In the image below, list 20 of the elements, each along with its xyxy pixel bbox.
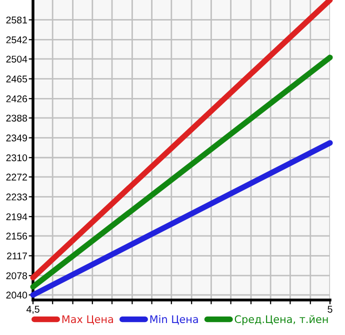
- y-tick-label: 2194: [6, 213, 28, 220]
- y-tick-label: 2040: [6, 292, 28, 299]
- y-tick-label: 2117: [7, 252, 27, 260]
- y-tick-label: 2310: [6, 154, 28, 162]
- legend-label: Min Цена: [150, 315, 198, 325]
- legend-label: Сред.Цена, т.йен: [234, 315, 328, 326]
- y-tick-label: 2349: [6, 134, 27, 142]
- y-tick-label: 2156: [6, 232, 28, 240]
- x-tick-label: 5: [328, 306, 332, 313]
- y-tick-label: 2504: [6, 56, 28, 63]
- y-tick-label: 2426: [6, 95, 28, 102]
- y-tick-label: 2388: [6, 114, 28, 122]
- y-tick-label: 2233: [6, 194, 28, 200]
- y-tick-label: 2078: [6, 272, 28, 280]
- legend-label: Max Цена: [62, 315, 113, 325]
- y-tick-label: 2581: [6, 16, 27, 24]
- y-tick-label: 2272: [6, 174, 27, 180]
- y-tick-label: 2465: [6, 76, 28, 82]
- y-tick-label: 2542: [6, 36, 27, 44]
- x-tick-label: 4,5: [26, 306, 40, 314]
